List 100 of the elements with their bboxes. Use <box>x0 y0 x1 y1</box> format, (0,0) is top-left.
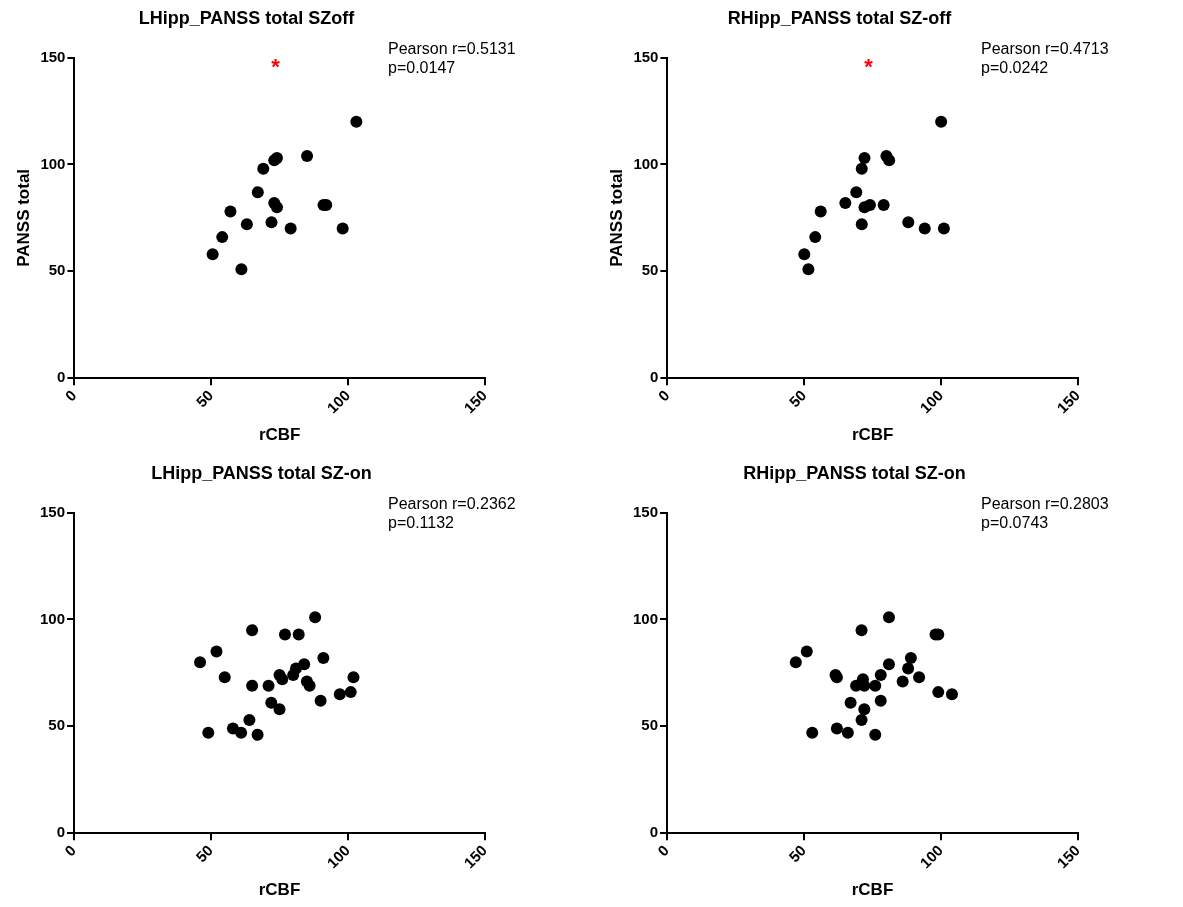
point <box>347 671 360 684</box>
y-tick-label: 50 <box>641 261 659 279</box>
point <box>896 675 909 688</box>
x-tick-label: 50 <box>192 386 217 411</box>
point <box>235 263 248 276</box>
point <box>809 231 822 244</box>
point <box>800 645 813 658</box>
point <box>216 231 229 244</box>
x-axis-title: rCBF <box>258 880 301 900</box>
point <box>902 662 915 675</box>
point <box>243 713 256 726</box>
text: Pearson r=0.4713 <box>981 40 1109 58</box>
chart-title: RHipp_PANSS total SZ-on <box>743 462 966 483</box>
x-tick-label: 50 <box>785 386 810 411</box>
point <box>830 722 843 735</box>
y-tick-label: 150 <box>40 502 66 520</box>
point <box>317 651 330 664</box>
annotation: p=0.0147 <box>388 59 456 77</box>
point <box>257 162 270 175</box>
point <box>855 713 868 726</box>
point <box>935 115 948 128</box>
point <box>210 645 223 658</box>
point <box>874 669 887 682</box>
point <box>814 205 827 218</box>
point <box>224 205 237 218</box>
point <box>309 611 322 624</box>
annotation: p=0.0743 <box>981 514 1049 532</box>
chart-title: LHipp_PANSS total SZ-on <box>151 462 372 483</box>
point <box>850 186 863 199</box>
point <box>904 651 917 664</box>
y-tick-label: 50 <box>48 716 66 734</box>
point <box>240 218 253 231</box>
y-tick-label: 0 <box>57 368 66 386</box>
point <box>206 248 219 261</box>
text: Pearson r=0.5131 <box>388 40 516 58</box>
x-tick-label: 50 <box>785 841 810 866</box>
y-tick-label: 100 <box>633 154 659 172</box>
point <box>276 673 289 686</box>
point <box>839 196 852 209</box>
y-tick-label: 150 <box>633 47 659 65</box>
point <box>350 115 363 128</box>
point <box>802 263 815 276</box>
annotation: * <box>271 53 281 79</box>
text: Pearson r=0.2803 <box>981 495 1109 513</box>
point <box>278 628 291 641</box>
point <box>937 222 950 235</box>
y-tick-label: 100 <box>40 154 66 172</box>
point <box>333 688 346 701</box>
y-tick-label: 150 <box>40 47 66 65</box>
point <box>273 703 286 716</box>
y-tick-label: 150 <box>633 502 659 520</box>
point <box>806 726 819 739</box>
text: Pearson r=0.2362 <box>388 495 516 513</box>
point <box>344 686 357 699</box>
point <box>902 216 915 229</box>
x-axis-title: rCBF <box>851 425 894 445</box>
point <box>265 216 278 229</box>
point <box>913 671 926 684</box>
point <box>246 679 259 692</box>
y-tick-label: 0 <box>650 368 659 386</box>
point <box>844 696 857 709</box>
point <box>284 222 297 235</box>
y-axis-title: PANSS total <box>606 168 626 267</box>
point <box>292 628 305 641</box>
point <box>314 694 327 707</box>
annotation: * <box>864 53 874 79</box>
point <box>882 611 895 624</box>
point <box>262 679 275 692</box>
y-tick-label: 0 <box>649 823 659 841</box>
point <box>194 656 207 669</box>
point <box>246 624 259 637</box>
y-tick-label: 0 <box>56 823 66 841</box>
point <box>874 694 887 707</box>
chart-title: RHipp_PANSS total SZ-off <box>727 7 953 28</box>
y-tick-label: 100 <box>40 609 66 627</box>
point <box>932 686 945 699</box>
point <box>877 199 890 212</box>
point <box>855 624 868 637</box>
point <box>869 679 882 692</box>
point <box>789 656 802 669</box>
chart-title: LHipp_PANSS total SZoff <box>138 7 356 28</box>
x-tick-label: 50 <box>192 841 217 866</box>
point <box>858 152 871 165</box>
x-tick-label: 100 <box>916 386 947 417</box>
point <box>336 222 349 235</box>
point <box>869 728 882 741</box>
point <box>883 154 896 167</box>
point <box>855 218 868 231</box>
point <box>202 726 215 739</box>
x-tick-label: 150 <box>1053 841 1084 872</box>
point <box>251 186 264 199</box>
x-tick-label: 100 <box>323 841 354 872</box>
point <box>855 162 868 175</box>
annotation: p=0.1132 <box>388 514 455 532</box>
point <box>298 658 311 671</box>
point <box>265 696 278 709</box>
point <box>945 688 958 701</box>
x-tick-label: 150 <box>460 386 491 417</box>
x-tick-label: 150 <box>460 841 491 872</box>
point <box>798 248 811 261</box>
